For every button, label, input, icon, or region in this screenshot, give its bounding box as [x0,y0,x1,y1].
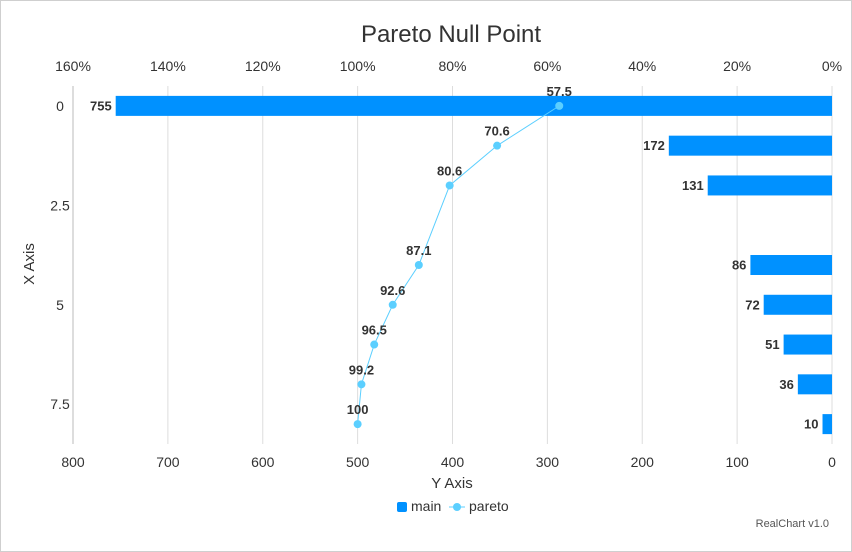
y-axis-tick-label: 0 [828,454,836,470]
pareto-axis-tick-label: 80% [438,58,466,74]
pareto-point [370,340,379,349]
legend-marker-pareto [453,503,461,511]
pareto-point [353,420,362,429]
pareto-point [445,181,454,190]
bar-value-label: 131 [682,178,704,193]
bar-value-label: 755 [90,98,112,113]
bar-value-label: 72 [745,297,759,312]
credit-text: RealChart v1.0 [756,518,829,530]
pareto-point [388,300,397,309]
x-axis-tick-label: 7.5 [50,396,70,412]
pareto-point [555,101,564,110]
legend-marker-main [397,502,407,512]
x-axis-tick-label: 0 [56,98,64,114]
pareto-value-label: 57.5 [547,84,572,99]
bar [750,255,832,275]
y-axis-tick-label: 500 [346,454,370,470]
pareto-value-label: 92.6 [380,283,405,298]
pareto-value-label: 80.6 [437,163,462,178]
chart-title: Pareto Null Point [361,21,541,48]
pareto-axis-tick-label: 0% [822,58,842,74]
pareto-line [357,105,560,425]
bar [763,294,832,315]
x-axis-tick-label: 2.5 [50,197,70,213]
bar [822,414,832,435]
pareto-axis-tick-label: 20% [723,58,751,74]
bar [797,374,832,395]
legend-label-main: main [411,498,441,514]
pareto-point [493,141,502,150]
y-axis-tick-label: 100 [725,454,749,470]
bar-series-main [115,95,833,435]
data-labels: 755 172 131 86 72 51 36 10 57.5 70.6 80.6 87.1 92.6 9… [90,84,819,432]
legend-label-pareto: pareto [469,498,509,514]
y-axis-tick-label: 800 [61,454,85,470]
bar [707,175,832,196]
pareto-value-label: 96.5 [362,323,387,338]
x-axis-title: X Axis [21,243,38,285]
pareto-axis-tick-label: 160% [55,58,91,74]
y-axis-tick-label: 400 [441,454,465,470]
x-axis-tick-label: 5 [56,297,64,313]
pareto-value-label: 99.2 [349,362,374,377]
y-axis-tick-label: 600 [251,454,275,470]
pareto-axis-tick-label: 40% [628,58,656,74]
line-series-pareto [353,101,564,429]
y-axis-tick-label: 300 [536,454,560,470]
pareto-axis-tick-label: 60% [533,58,561,74]
y-axis-tick-label: 200 [631,454,655,470]
bar [668,135,832,156]
y-axis-tick-label: 700 [156,454,180,470]
y-axis-title: Y Axis [431,475,472,492]
pareto-axis-tick-label: 120% [245,58,281,74]
pareto-point [414,261,423,269]
bar [783,334,832,355]
bar-value-label: 172 [643,138,665,153]
pareto-value-label: 87.1 [406,243,431,258]
bar-value-label: 86 [732,258,746,273]
pareto-axis-tick-label: 140% [150,58,186,74]
bar [115,95,833,116]
pareto-axis-tick-label: 100% [340,58,376,74]
bar-value-label: 51 [765,337,779,352]
legend: main pareto [397,498,509,514]
pareto-point [357,380,366,389]
bar-value-label: 10 [804,417,818,432]
bar-value-label: 36 [779,377,793,392]
pareto-value-label: 70.6 [484,124,509,139]
pareto-value-label: 100 [347,402,369,417]
